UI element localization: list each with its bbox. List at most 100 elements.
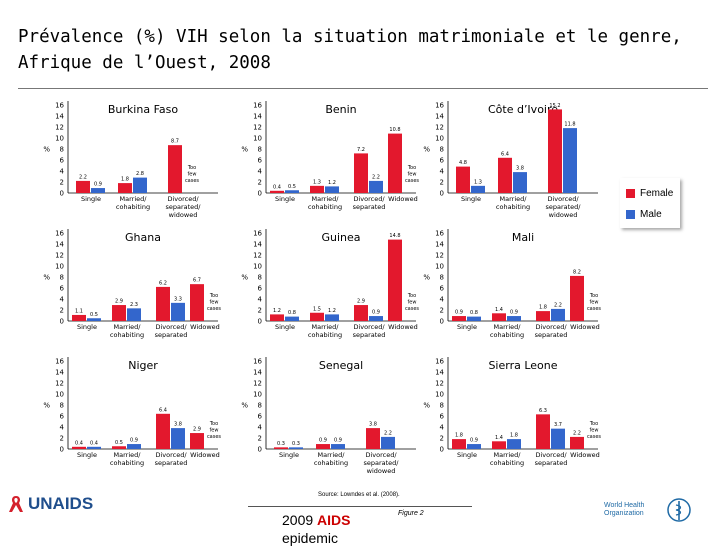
benin-category-label: Widowed	[388, 195, 418, 203]
title-divider	[18, 88, 708, 89]
senegal-bar-male	[331, 444, 345, 449]
senegal-bar-label: 2.2	[384, 430, 392, 436]
burkina-faso-category-label: Divorced/	[167, 195, 199, 203]
mali-bar-label: 2.2	[554, 302, 562, 308]
guinea-bar-female	[388, 239, 402, 321]
guinea-category-label: Widowed	[388, 323, 418, 331]
legend: Female Male	[620, 178, 680, 228]
cote-d-ivoire-y-tick: 2	[440, 179, 444, 187]
senegal-bar-female	[274, 447, 288, 449]
sierra-leone-bar-female	[452, 439, 466, 449]
ghana-too-few-cases-label: cases	[207, 306, 221, 312]
cote-d-ivoire-bar-male	[513, 172, 527, 193]
benin-bar-label: 0.4	[273, 184, 281, 190]
sierra-leone-title: Sierra Leone	[488, 359, 557, 372]
sierra-leone-category-label: cohabiting	[490, 459, 524, 467]
niger-bar-label: 0.9	[130, 438, 138, 444]
benin-y-tick: 8	[258, 146, 262, 154]
mali-title: Mali	[512, 231, 534, 244]
ghana-bar-label: 2.9	[115, 299, 123, 305]
benin-bar-label: 1.3	[313, 179, 321, 185]
burkina-faso-category-label: Single	[81, 195, 101, 203]
cote-d-ivoire-y-tick: 16	[435, 102, 444, 110]
sierra-leone-y-tick: 2	[440, 435, 444, 443]
burkina-faso-y-tick: 14	[55, 113, 64, 121]
cote-d-ivoire-bar-label: 1.3	[474, 179, 482, 185]
ghana-bar-label: 6.7	[193, 278, 201, 284]
mali-bar-label: 0.9	[455, 310, 463, 316]
ghana-y-label: %	[43, 274, 50, 282]
mali-category-label: separated	[535, 331, 568, 339]
ghana-bar-label: 0.5	[90, 312, 98, 318]
cote-d-ivoire-bar-female	[548, 109, 562, 193]
benin-bar-label: 7.2	[357, 147, 365, 153]
senegal-y-tick: 12	[253, 380, 262, 388]
guinea-too-few-cases-label: few	[408, 299, 417, 305]
legend-label-male: Male	[640, 209, 662, 220]
source-note: Source: Lowndes et al. (2008).	[318, 492, 400, 498]
niger-bar-female	[190, 433, 204, 449]
ghana-bar-female	[112, 305, 126, 321]
niger-y-tick: 14	[55, 369, 64, 377]
senegal-bar-female	[366, 428, 380, 449]
guinea-bar-label: 0.8	[288, 310, 296, 316]
sierra-leone-y-tick: 8	[440, 402, 444, 410]
burkina-faso-y-tick: 10	[55, 135, 64, 143]
senegal-bar-label: 0.3	[277, 441, 285, 447]
benin-bar-label: 2.2	[372, 174, 380, 180]
niger-too-few-cases-label: few	[210, 427, 219, 433]
ghana-y-tick: 10	[55, 263, 64, 271]
burkina-faso-category-label: widowed	[169, 211, 198, 219]
burkina-faso-category-label: cohabiting	[116, 203, 150, 211]
guinea-category-label: Married/	[312, 323, 340, 331]
senegal-y-tick: 4	[258, 424, 263, 432]
benin-bar-female	[270, 190, 284, 193]
senegal-y-tick: 2	[258, 435, 262, 443]
senegal-y-tick: 16	[253, 358, 262, 366]
benin-y-tick: 10	[253, 135, 262, 143]
mali-y-tick: 4	[440, 296, 445, 304]
senegal-title: Senegal	[319, 359, 363, 372]
cote-d-ivoire-bar-male	[563, 128, 577, 193]
guinea-bar-label: 14.8	[389, 233, 400, 239]
benin-bar-male	[369, 180, 383, 193]
guinea-y-tick: 2	[258, 307, 262, 315]
guinea-y-tick: 16	[253, 230, 262, 238]
mali-category-label: Widowed	[570, 323, 600, 331]
ghana-bar-label: 1.1	[75, 308, 83, 314]
guinea-y-tick: 8	[258, 274, 262, 282]
mali-y-tick: 6	[440, 285, 445, 293]
senegal-y-tick: 6	[258, 413, 263, 421]
ghana-bar-male	[127, 308, 141, 321]
ghana-bar-female	[190, 284, 204, 321]
niger-y-tick: 4	[60, 424, 65, 432]
guinea-bar-label: 1.2	[328, 308, 336, 314]
burkina-faso-category-label: Married/	[120, 195, 148, 203]
guinea-too-few-cases-label: Too	[407, 293, 416, 299]
ribbon-icon	[9, 496, 23, 512]
cote-d-ivoire-bar-label: 4.8	[459, 160, 467, 166]
niger-bar-male	[87, 446, 101, 449]
burkina-faso-y-tick: 4	[60, 168, 65, 176]
burkina-faso-too-few-cases-label: few	[188, 171, 197, 177]
burkina-faso-y-tick: 2	[60, 179, 64, 187]
burkina-faso-bar-male	[91, 188, 105, 193]
ghana-title: Ghana	[125, 231, 161, 244]
niger-category-label: separated	[155, 459, 188, 467]
sierra-leone-bar-male	[507, 439, 521, 449]
niger-y-tick: 10	[55, 391, 64, 399]
benin-y-tick: 12	[253, 124, 262, 132]
burkina-faso-too-few-cases-label: Too	[187, 165, 196, 171]
burkina-faso-y-tick: 0	[60, 190, 64, 198]
mali-too-few-cases-label: Too	[589, 293, 598, 299]
cote-d-ivoire-y-tick: 14	[435, 113, 444, 121]
burkina-faso-y-tick: 12	[55, 124, 64, 132]
ghana-y-tick: 0	[60, 318, 64, 326]
mali-y-tick: 8	[440, 274, 444, 282]
burkina-faso-bar-label: 1.8	[121, 177, 129, 183]
benin-y-tick: 0	[258, 190, 262, 198]
mali-bar-label: 0.8	[470, 310, 478, 316]
burkina-faso-bar-label: 2.2	[79, 174, 87, 180]
guinea-category-label: cohabiting	[308, 331, 342, 339]
niger-bar-label: 2.9	[193, 427, 201, 433]
